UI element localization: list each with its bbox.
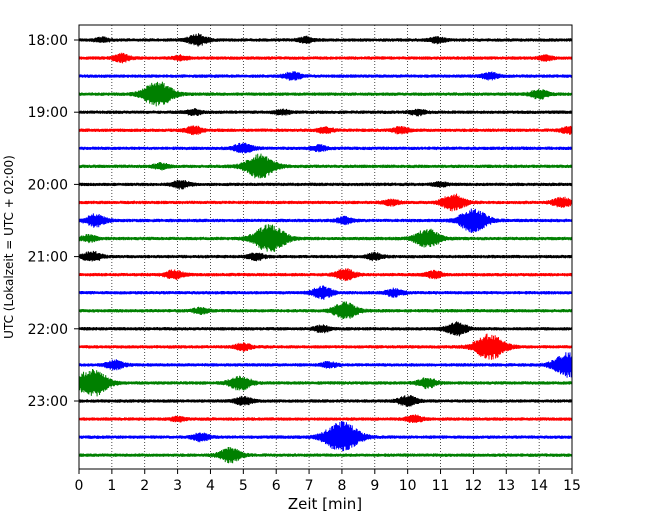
y-tick-label: 23:00 [28, 394, 68, 410]
x-tick-label: 15 [563, 478, 581, 494]
x-tick-label: 12 [464, 478, 482, 494]
trace-2200 [78, 321, 573, 337]
x-tick-label: 10 [399, 478, 417, 494]
trace-2130 [78, 285, 573, 300]
trace-2230 [78, 352, 573, 378]
trace-2300 [78, 395, 573, 407]
x-tick-label: 7 [305, 478, 314, 494]
trace-2245 [78, 369, 573, 397]
y-axis: 18:00 19:00 20:00 21:00 22:00 23:00 [28, 33, 79, 410]
x-tick-label: 4 [206, 478, 215, 494]
trace-2045 [78, 224, 573, 252]
trace-2215 [78, 333, 573, 360]
x-tick-label: 9 [370, 478, 379, 494]
trace-1930 [78, 142, 573, 154]
x-tick-label: 2 [140, 478, 149, 494]
x-tick-label: 3 [173, 478, 182, 494]
trace-2000 [78, 179, 573, 190]
trace-1815 [78, 52, 573, 64]
trace-1845 [78, 81, 573, 107]
traces-layer [78, 33, 573, 464]
trace-1915 [78, 125, 573, 136]
trace-1945 [78, 153, 573, 179]
trace-2015 [78, 193, 573, 212]
trace-2315 [78, 414, 573, 423]
x-tick-label: 5 [239, 478, 248, 494]
trace-2145 [78, 301, 573, 320]
x-tick-label: 11 [432, 478, 450, 494]
x-axis-label: Zeit [min] [288, 495, 362, 513]
grid-layer [111, 25, 540, 469]
trace-2115 [78, 268, 573, 282]
y-tick-label: 21:00 [28, 250, 68, 266]
trace-2330 [78, 421, 573, 452]
y-tick-label: 22:00 [28, 322, 68, 338]
y-tick-label: 18:00 [28, 33, 68, 49]
trace-1900 [78, 108, 573, 117]
x-tick-label: 1 [107, 478, 116, 494]
trace-1830 [78, 71, 573, 81]
y-axis-label: UTC (Lokalzeit = UTC + 02:00) [2, 155, 16, 339]
x-tick-label: 13 [497, 478, 515, 494]
trace-1800 [78, 33, 573, 47]
x-axis: 0 1 2 3 4 5 6 7 8 9 10 11 12 13 14 15 [75, 469, 581, 494]
x-tick-label: 8 [337, 478, 346, 494]
x-tick-label: 0 [75, 478, 84, 494]
plot-frame [78, 24, 573, 470]
x-tick-label: 6 [272, 478, 281, 494]
trace-2100 [78, 250, 573, 262]
x-tick-label: 14 [530, 478, 548, 494]
y-tick-label: 20:00 [28, 177, 68, 193]
y-tick-label: 19:00 [28, 105, 68, 121]
trace-2030 [78, 208, 573, 233]
trace-2345 [78, 446, 573, 464]
